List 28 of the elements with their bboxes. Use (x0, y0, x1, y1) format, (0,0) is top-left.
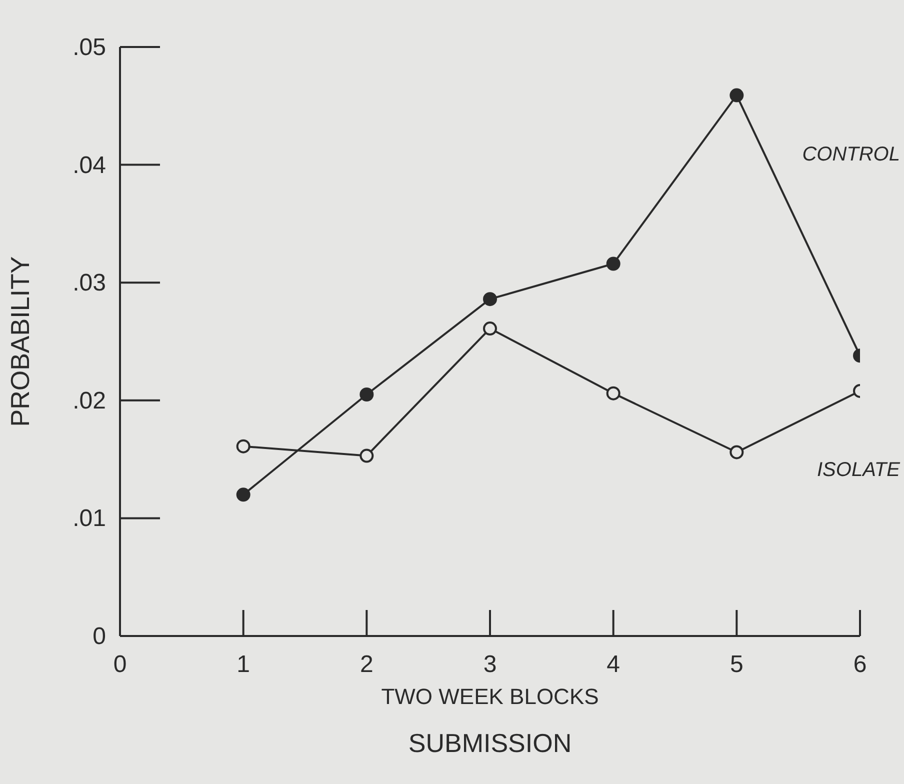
text: ISOLATE (817, 458, 901, 481)
point (360, 388, 374, 402)
series-label: CONTROL (802, 144, 900, 166)
point (483, 322, 497, 336)
point (236, 439, 250, 454)
x-axis-title: TWO WEEK BLOCKS (381, 684, 599, 709)
x-tick-label: 4 (606, 651, 620, 678)
x-tick-label: 0 (113, 651, 127, 678)
x-tick-label: 2 (360, 651, 374, 678)
x-tick-label: 5 (730, 651, 744, 678)
point (606, 256, 620, 271)
point (606, 386, 620, 400)
x-tick-label: 3 (483, 651, 497, 678)
y-tick-label: 0 (92, 623, 106, 650)
y-tick-label: .04 (72, 152, 106, 179)
point (730, 445, 744, 460)
x-tick-label: 6 (853, 651, 867, 678)
point (730, 88, 744, 102)
point (483, 292, 497, 306)
y-tick-label: .05 (72, 34, 106, 61)
y-tick-label: .03 (72, 270, 106, 297)
text: SUBMISSION (407, 728, 573, 759)
point (236, 488, 250, 502)
x-tick-label: 1 (236, 651, 250, 678)
y-axis-title: PROBABILITY (5, 256, 36, 427)
y-tick-label: .02 (72, 387, 106, 414)
y-tick-label: .01 (72, 505, 106, 532)
point (360, 448, 374, 463)
